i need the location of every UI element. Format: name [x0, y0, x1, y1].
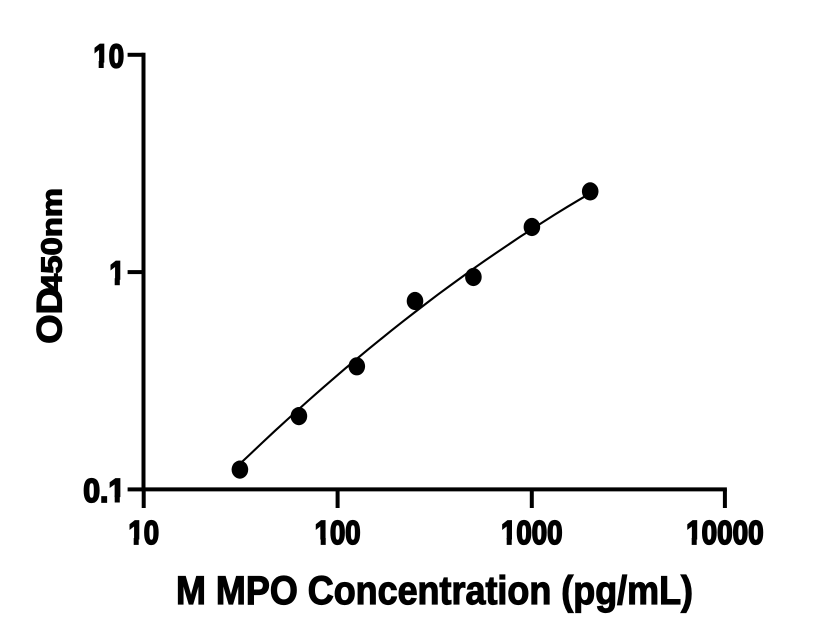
svg-text:OD: OD — [31, 287, 70, 344]
svg-text:450nm: 450nm — [37, 188, 69, 292]
svg-text:M MPO Concentration (pg/mL): M MPO Concentration (pg/mL) — [176, 569, 693, 613]
